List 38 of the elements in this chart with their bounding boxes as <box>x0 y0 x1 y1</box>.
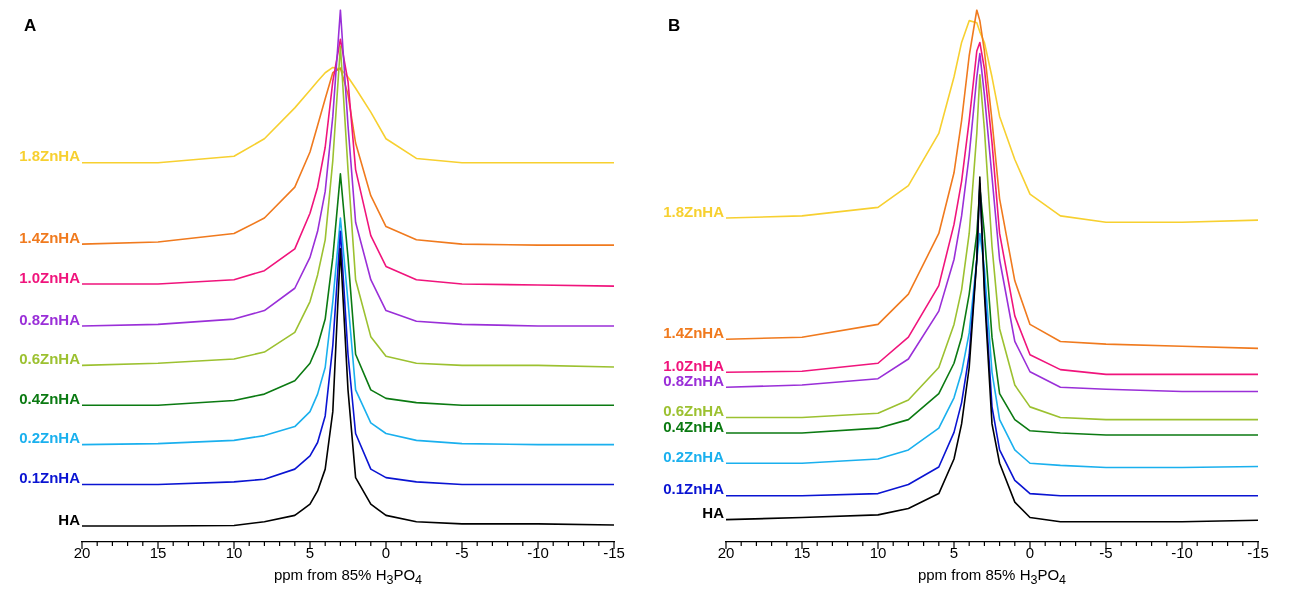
series-label: 0.6ZnHA <box>19 350 81 368</box>
series-label: 0.4ZnHA <box>663 417 725 435</box>
x-tick-label: -5 <box>455 544 469 562</box>
series-label: 0.6ZnHA <box>663 402 725 420</box>
series-label: 0.1ZnHA <box>663 480 725 498</box>
series-label: HA <box>58 510 81 528</box>
series-label: 0.2ZnHA <box>663 447 725 465</box>
x-tick-label: 5 <box>305 544 315 562</box>
x-tick-label: 0 <box>1025 544 1035 562</box>
series-label: 0.2ZnHA <box>19 429 81 447</box>
x-tick-label: 0 <box>381 544 391 562</box>
series-label: 1.0ZnHA <box>663 356 725 374</box>
x-tick-label: 20 <box>717 544 735 562</box>
x-tick-label: -15 <box>1247 544 1269 562</box>
series-label: 0.1ZnHA <box>19 469 81 487</box>
chart-title: B <box>668 16 681 36</box>
x-tick-label: 15 <box>149 544 167 562</box>
x-tick-label: 10 <box>225 544 243 562</box>
series-label: 1.4ZnHA <box>663 323 725 341</box>
series-label: 0.8ZnHA <box>663 371 725 389</box>
x-tick-label: -10 <box>527 544 549 562</box>
x-tick-label: -5 <box>1099 544 1113 562</box>
x-tick-label: 5 <box>949 544 959 562</box>
x-axis-title: ppm from 85% H$_{3}$PO$_{4}$ <box>916 566 1068 587</box>
x-tick-label: 15 <box>793 544 811 562</box>
x-tick-label: -10 <box>1171 544 1193 562</box>
x-tick-label: 20 <box>73 544 91 562</box>
series-label: 0.8ZnHA <box>19 310 81 328</box>
series-label: HA <box>702 504 725 522</box>
series-label: 1.8ZnHA <box>663 202 725 220</box>
x-tick-label: -15 <box>603 544 625 562</box>
x-axis-title: ppm from 85% H$_{3}$PO$_{4}$ <box>272 566 424 587</box>
x-tick-label: 10 <box>869 544 887 562</box>
series-label: 1.4ZnHA <box>19 228 81 246</box>
series-label: 1.0ZnHA <box>19 268 81 286</box>
chart-title: A <box>24 16 37 36</box>
series-label: 0.4ZnHA <box>19 389 81 407</box>
series-label: 1.8ZnHA <box>19 147 81 165</box>
